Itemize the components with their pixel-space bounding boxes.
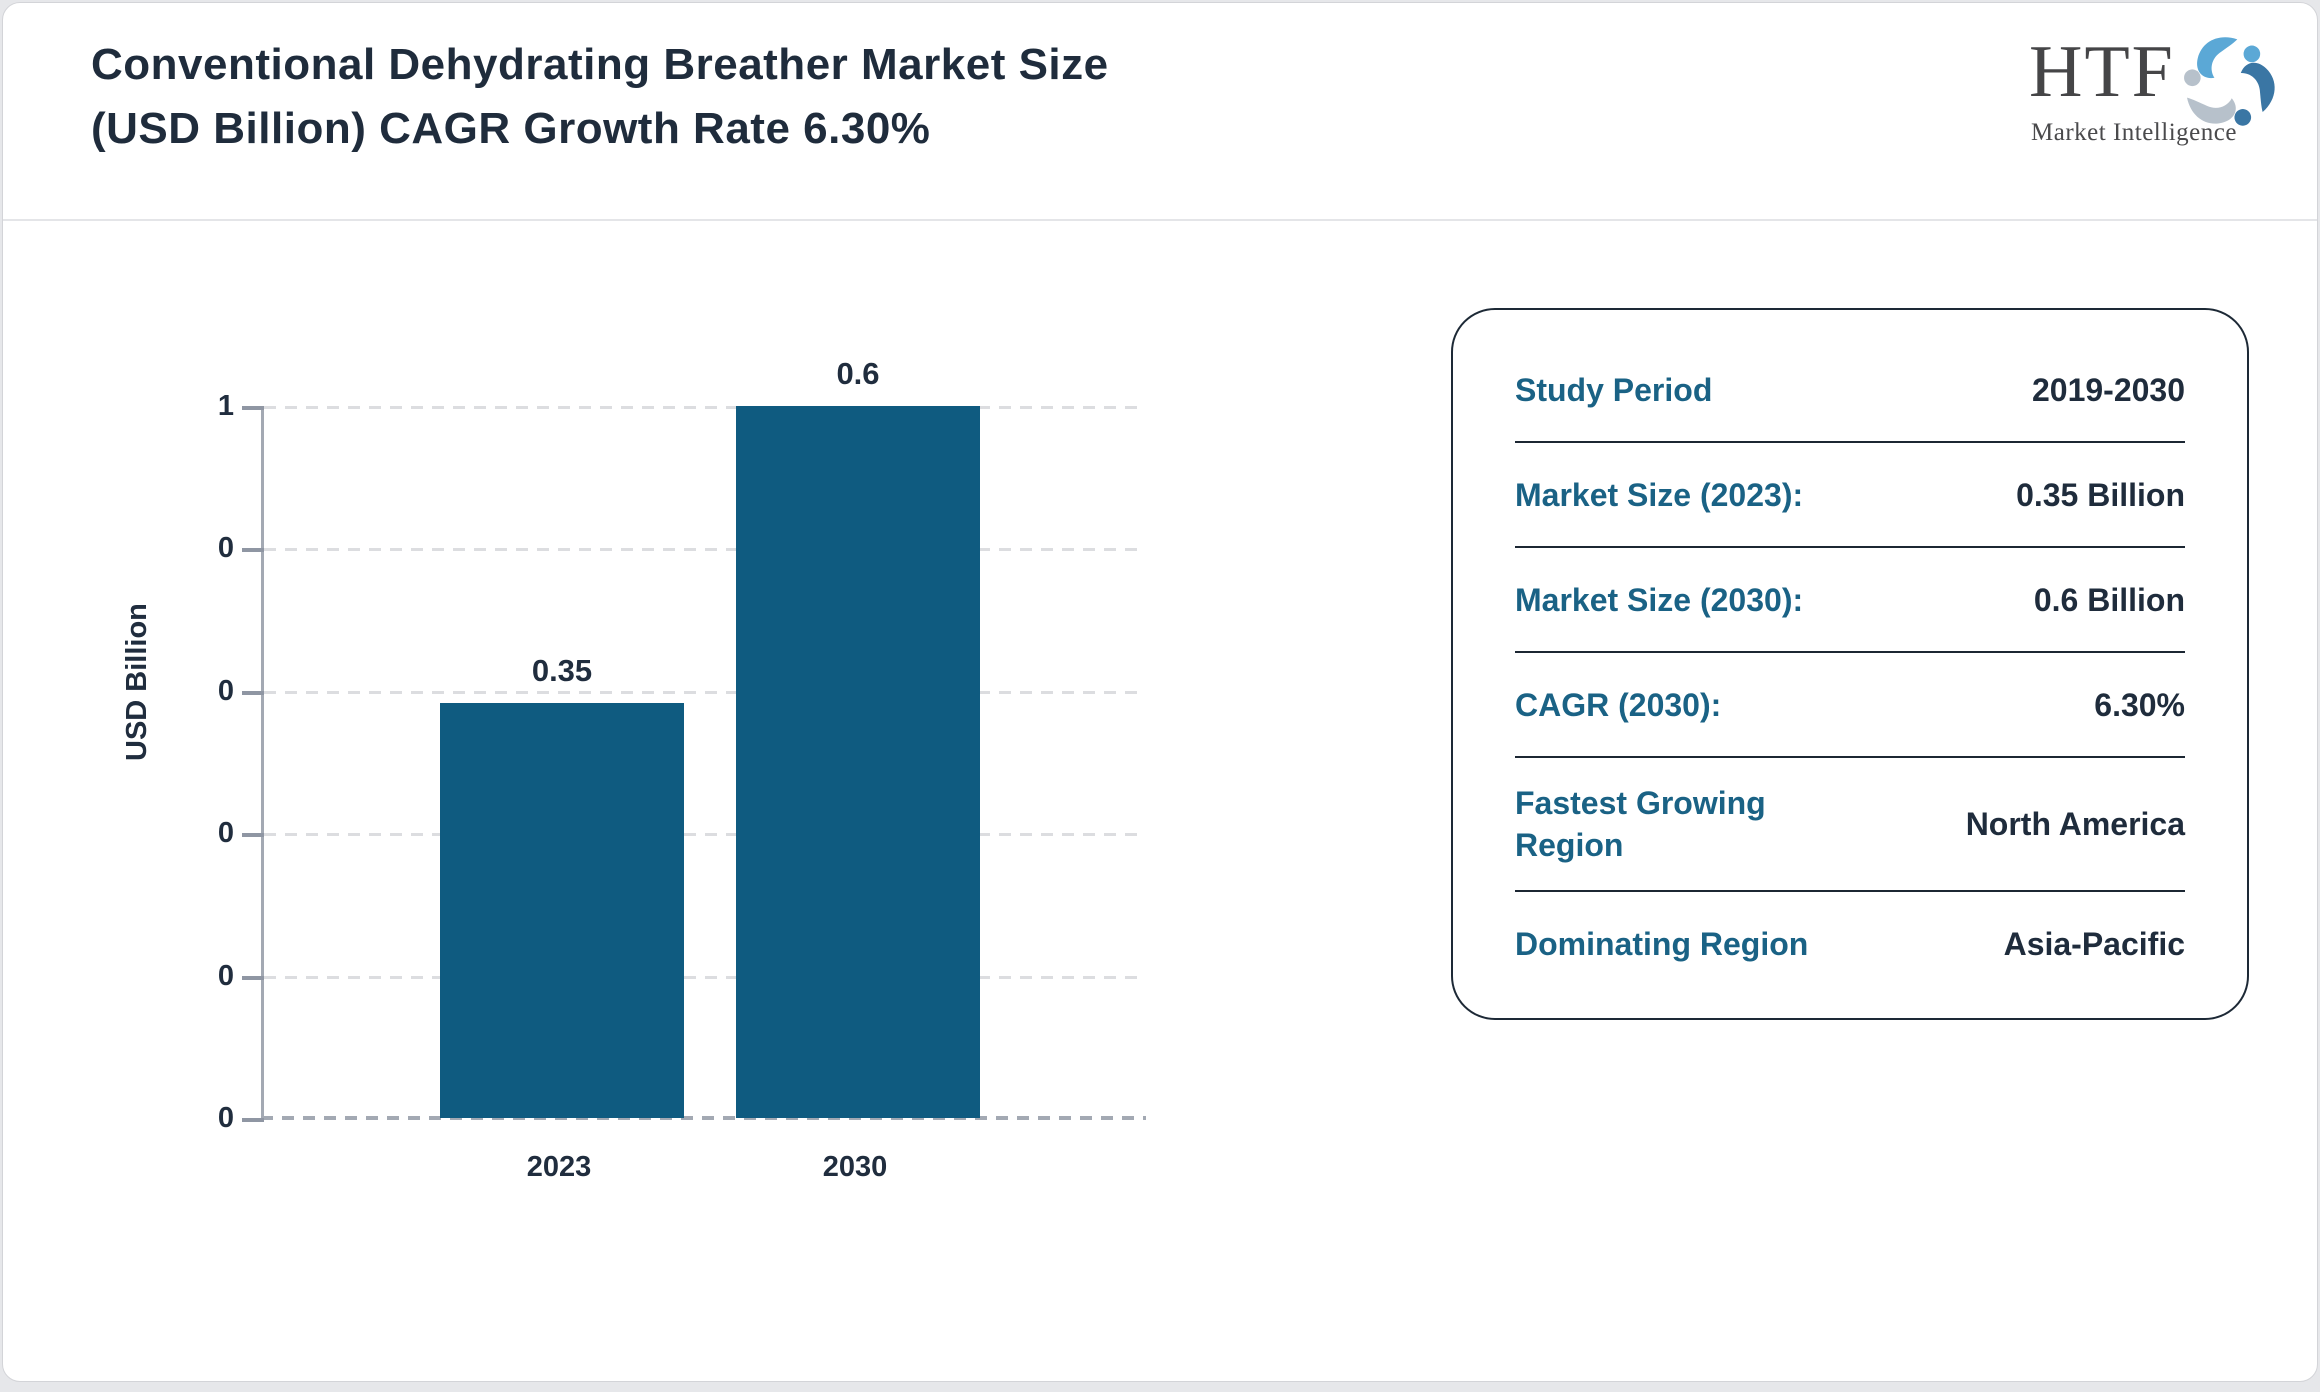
card-row-value: 0.35 Billion: [2016, 476, 2185, 513]
card-row-value: North America: [1965, 806, 2185, 842]
bar-2030: [736, 406, 980, 1118]
card-divider: [1515, 546, 2185, 548]
bar-value-2023: 0.35: [531, 652, 593, 688]
summary-card: Study Period 2019-2030 Market Size (2023…: [1451, 308, 2249, 1020]
gridline: [264, 975, 1146, 979]
card-row-label: Fastest Growing Region: [1515, 785, 1766, 863]
bar-2023: [440, 702, 684, 1118]
bar-chart: USD Billion 1 0 0 0 0 0 0.35: [3, 221, 1293, 1221]
y-tick-label: 0: [217, 532, 234, 565]
page-title-line2: (USD Billion) CAGR Growth Rate 6.30%: [91, 104, 931, 153]
card-row-value: 6.30%: [2094, 686, 2185, 723]
card-row-study-period: Study Period 2019-2030: [1515, 338, 2185, 441]
card-divider: [1515, 890, 2185, 892]
x-tick-label-2023: 2023: [526, 1151, 592, 1183]
logo-swirl-icon: [2183, 37, 2275, 126]
logo-brand-text: HTF: [2029, 31, 2175, 113]
gridline: [264, 406, 1146, 409]
y-tick-label: 0: [217, 674, 234, 707]
gridline: [264, 690, 1146, 694]
y-tick: [242, 975, 264, 980]
y-tick: [242, 690, 264, 695]
htf-logo: HTF Market Intelligence: [2015, 31, 2285, 167]
y-tick-label: 0: [217, 817, 234, 850]
card-row-fastest-growing-region: Fastest Growing Region North America: [1515, 758, 2185, 890]
gridline: [264, 833, 1146, 837]
card-divider: [1515, 651, 2185, 653]
card-row-market-size-2023: Market Size (2023): 0.35 Billion: [1515, 443, 2185, 546]
page-title: Conventional Dehydrating Breather Market…: [91, 33, 1109, 161]
y-tick-label: 0: [217, 959, 234, 992]
card-row-dominating-region: Dominating Region Asia-Pacific: [1515, 892, 2185, 995]
y-tick: [242, 1118, 264, 1122]
header: Conventional Dehydrating Breather Market…: [3, 3, 2317, 221]
page-title-line1: Conventional Dehydrating Breather Market…: [91, 40, 1109, 89]
card-row-value: 2019-2030: [2031, 371, 2185, 408]
y-tick: [242, 406, 264, 410]
gridline: [264, 548, 1146, 552]
card-row-label: Study Period: [1515, 371, 1713, 408]
card-divider: [1515, 756, 2185, 758]
card-row-value: 0.6 Billion: [2033, 581, 2185, 618]
card-row-market-size-2030: Market Size (2030): 0.6 Billion: [1515, 548, 2185, 651]
bar-value-2030: 0.6: [836, 356, 880, 391]
y-tick-label: 1: [217, 390, 234, 422]
card-row-label: Market Size (2030):: [1515, 581, 1804, 618]
y-tick: [242, 548, 264, 553]
header-divider: [3, 219, 2317, 221]
card-row-label: CAGR (2030):: [1515, 686, 1722, 723]
y-tick: [242, 833, 264, 838]
x-tick-label-2030: 2030: [822, 1151, 888, 1183]
card-row-value: Asia-Pacific: [2003, 925, 2185, 962]
card-row-label: Dominating Region: [1515, 925, 1809, 962]
card-divider: [1515, 441, 2185, 443]
logo-subtitle: Market Intelligence: [2031, 119, 2237, 146]
card-row-label: Market Size (2023):: [1515, 476, 1804, 513]
x-axis-line: [261, 1116, 1146, 1120]
y-tick-label: 0: [217, 1102, 234, 1134]
y-axis-title: USD Billion: [121, 603, 153, 761]
plot-area: 1 0 0 0 0 0 0.35 0.6: [218, 356, 1146, 1134]
card-row-cagr: CAGR (2030): 6.30%: [1515, 653, 2185, 756]
